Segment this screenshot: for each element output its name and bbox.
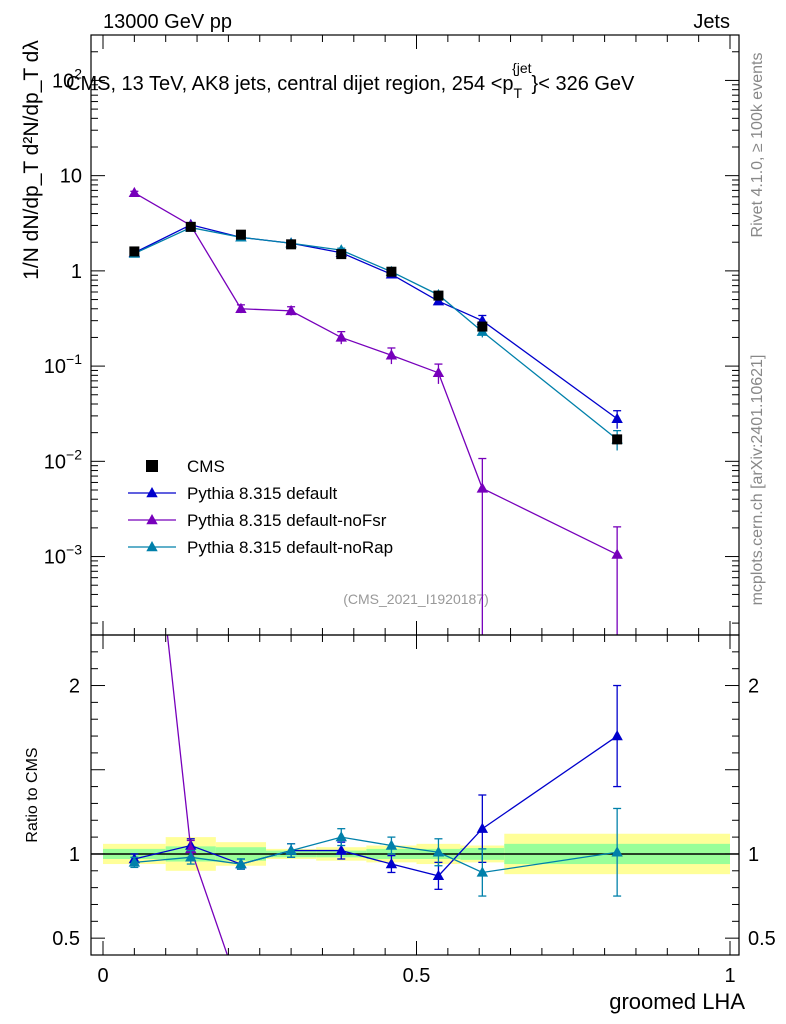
ratio-plot-area <box>128 326 623 1023</box>
y-axis-title-ratio: Ratio to CMS <box>24 747 41 842</box>
data-point-cms <box>612 434 623 445</box>
data-point-cms <box>129 246 140 257</box>
svg-text:Rivet 4.1.0, ≥ 100k events: Rivet 4.1.0, ≥ 100k events <box>749 53 766 238</box>
y-tick-label-main: 10−3 <box>44 542 82 569</box>
series-point <box>285 304 297 316</box>
legend-marker <box>146 514 158 525</box>
ratio-point <box>335 831 347 842</box>
main-series-area <box>128 186 623 635</box>
series-point <box>611 548 623 559</box>
data-point-cms <box>185 221 196 232</box>
series-line-0 <box>134 224 618 420</box>
ratio-point <box>611 730 623 741</box>
legend-label-cms: CMS <box>187 457 225 476</box>
x-axis-title: groomed LHA <box>609 989 745 1014</box>
svg-text:mcplots.cern.ch [arXiv:2401.10: mcplots.cern.ch [arXiv:2401.10621] <box>749 355 766 606</box>
legend-label: Pythia 8.315 default-noFsr <box>187 511 387 530</box>
y-tick-label-ratio-right: 2 <box>748 676 759 698</box>
y-tick-label-ratio-right: 1 <box>748 844 759 866</box>
y-tick-label-main: 1 <box>71 261 82 283</box>
series-point <box>235 302 247 313</box>
x-tick-label: 0.5 <box>403 965 431 987</box>
ratio-point <box>432 869 445 881</box>
ratio-point <box>235 858 247 869</box>
ratio-point <box>386 994 397 1004</box>
data-point-cms <box>477 321 488 332</box>
ratio-point <box>285 983 296 993</box>
x-tick-label: 1 <box>724 965 735 987</box>
rivet-label: Rivet 4.1.0, ≥ 100k events <box>749 53 766 238</box>
watermark: (CMS_2021_I1920187) <box>343 591 489 607</box>
mcplots-label: mcplots.cern.ch [arXiv:2401.10621] <box>749 355 766 606</box>
ratio-frame <box>90 634 740 956</box>
chart-title: CMS, 13 TeV, AK8 jets, central dijet reg… <box>66 60 635 101</box>
ratio-point <box>185 851 197 862</box>
series-point <box>611 412 623 423</box>
data-point-cms <box>286 239 297 250</box>
y-axis-title-main: 1/N dN/dp_T d²N/dp_T dλ <box>20 40 43 280</box>
ratio-point <box>336 994 347 1004</box>
legend-marker <box>146 541 158 552</box>
axes: 0 0.5 1 10−3 10−2 10−1 1 10 102 0.5 0.5 1 1 2 2 <box>44 34 776 987</box>
y-axis-title-text: 1/N dN/dp_T d²N/dp_T dλ <box>20 40 43 280</box>
data-point-cms <box>433 290 444 301</box>
legend-marker-cms <box>146 460 158 472</box>
ratio-point <box>432 846 445 857</box>
ratio-band-area <box>91 833 739 875</box>
legend-label: Pythia 8.315 default-noRap <box>187 538 393 557</box>
legend-marker <box>146 487 158 498</box>
data-point-cms <box>235 229 246 240</box>
series-point <box>128 186 141 198</box>
ratio-point <box>385 839 398 850</box>
y-tick-label-ratio-right: 0.5 <box>748 928 776 950</box>
ratio-point <box>433 990 444 1000</box>
ratio-point <box>477 1013 488 1023</box>
ratio-point <box>335 844 347 855</box>
y-tick-label-ratio: 0.5 <box>52 928 80 950</box>
legend-label: Pythia 8.315 default <box>187 484 338 503</box>
ratio-point <box>129 326 140 336</box>
y-tick-label-main: 10−2 <box>44 446 82 473</box>
header-left: 13000 GeV pp <box>103 11 232 33</box>
ratio-point <box>385 858 398 869</box>
series-point <box>385 349 398 360</box>
ratio-line-1 <box>166 635 229 955</box>
y-tick-label-ratio: 2 <box>69 676 80 698</box>
ratio-point <box>611 846 623 857</box>
series-point <box>432 366 445 378</box>
ratio-point <box>235 988 246 998</box>
y-tick-label-ratio: 1 <box>69 844 80 866</box>
data-point-cms <box>386 266 397 277</box>
y-tick-label-main: 102 <box>52 65 82 92</box>
ratio-point <box>285 844 297 855</box>
series-point <box>476 482 489 493</box>
series-line-2 <box>134 226 618 440</box>
ratio-point <box>128 856 141 867</box>
ratio-point <box>476 866 489 877</box>
y-tick-label-main: 10 <box>60 166 82 188</box>
y-tick-label-main: 10−1 <box>44 351 82 378</box>
ratio-point <box>476 822 489 833</box>
x-tick-label: 0 <box>97 965 108 987</box>
data-point-cms <box>336 249 347 260</box>
header-right: Jets <box>693 11 730 33</box>
legend: CMS Pythia 8.315 default Pythia 8.315 defa… <box>128 457 393 557</box>
series-point <box>335 331 347 342</box>
